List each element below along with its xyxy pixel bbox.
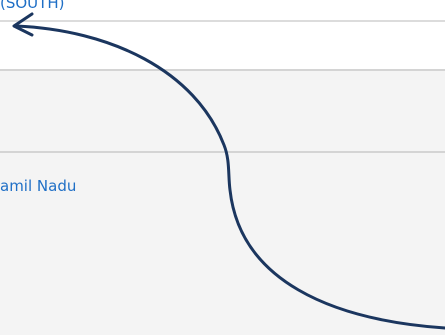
region-link[interactable]: (SOUTH) (0, 0, 65, 12)
table-row (0, 71, 445, 153)
state-link[interactable]: amil Nadu (0, 177, 77, 195)
table-row (0, 0, 445, 22)
table-row (0, 22, 445, 71)
